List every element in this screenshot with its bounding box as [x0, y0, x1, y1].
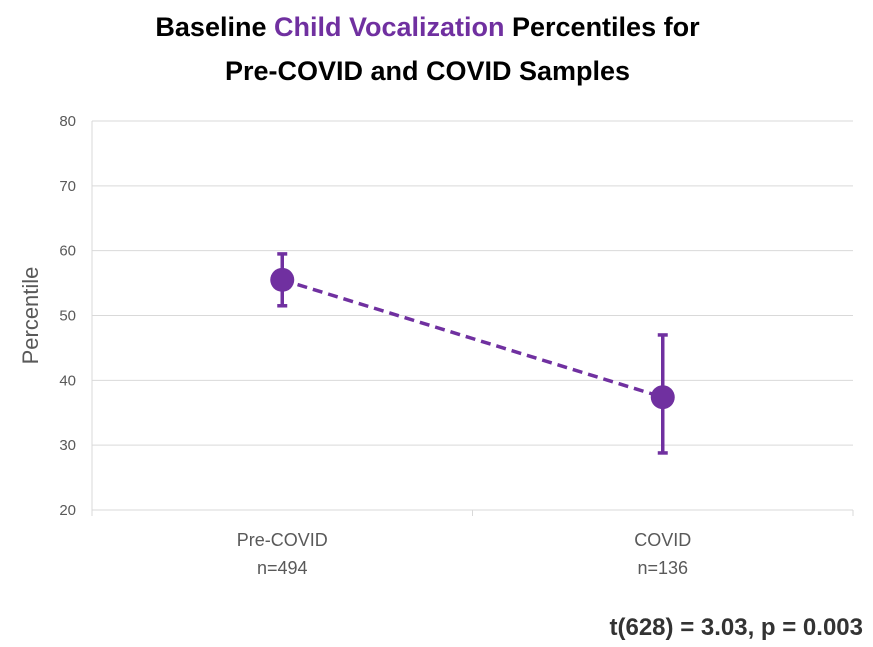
- y-tick-label: 80: [59, 113, 76, 130]
- data-point: [270, 267, 295, 292]
- stat-annotation: t(628) = 3.03, p = 0.003: [609, 614, 864, 641]
- chart-title-line2: Pre-COVID and COVID Samples: [224, 56, 631, 86]
- axes: [91, 121, 854, 516]
- chart-title-line1: Baseline Child Vocalization Percentiles …: [0, 12, 855, 43]
- y-tick-label: 20: [59, 502, 76, 519]
- x-tick-label: Pre-COVID: [237, 530, 328, 550]
- series-line: [281, 278, 664, 399]
- title-post: Percentiles for: [504, 12, 700, 42]
- y-tick-labels: 20 30 40 50 60 70 80: [59, 113, 76, 519]
- data-point: [650, 385, 675, 410]
- x-tick-sublabel: n=494: [257, 558, 308, 578]
- y-tick-label: 40: [59, 372, 76, 389]
- y-tick-label: 50: [59, 308, 76, 325]
- title-highlight: Child Vocalization: [273, 12, 505, 42]
- x-tick-labels: Pre-COVID n=494 COVID n=136: [237, 530, 692, 578]
- x-tick-label: COVID: [634, 530, 691, 550]
- series: [270, 252, 675, 455]
- y-axis-label: Percentile: [18, 267, 43, 365]
- x-tick-sublabel: n=136: [637, 558, 688, 578]
- y-tick-label: 70: [59, 178, 76, 195]
- grid-lines: [92, 120, 853, 446]
- y-tick-label: 60: [59, 243, 76, 260]
- title-pre: Baseline: [155, 12, 274, 42]
- y-tick-label: 30: [59, 437, 76, 454]
